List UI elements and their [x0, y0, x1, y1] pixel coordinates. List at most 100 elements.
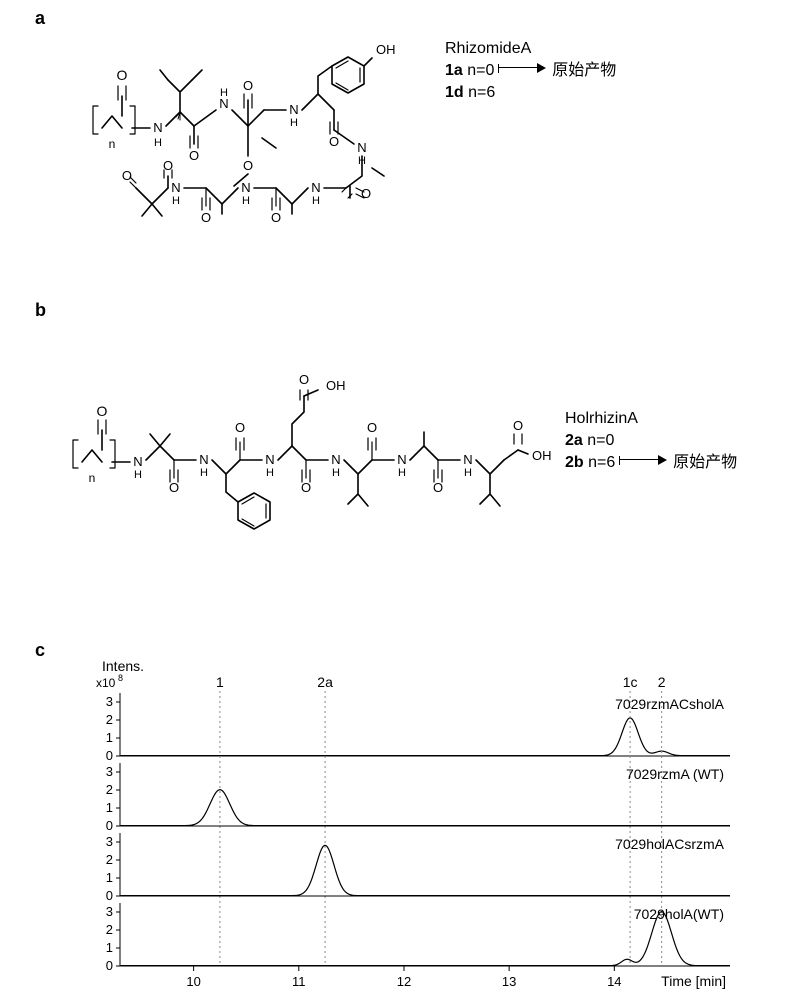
svg-text:11: 11	[292, 974, 306, 989]
svg-text:N: N	[331, 452, 340, 467]
svg-text:H: H	[312, 195, 320, 207]
svg-text:n: n	[109, 137, 116, 151]
svg-text:1: 1	[106, 870, 113, 885]
chromatogram-chart: Intens.x10812a1c201237029rzmACsholA01237…	[90, 658, 780, 996]
compound-a-variant-1d: 1d n=6	[445, 82, 495, 104]
svg-text:OH: OH	[376, 42, 396, 57]
svg-text:0: 0	[106, 958, 113, 973]
svg-text:12: 12	[397, 974, 411, 989]
svg-text:H: H	[172, 195, 180, 207]
svg-text:H: H	[200, 467, 208, 479]
native-product-b: 原始产物	[673, 454, 737, 471]
svg-text:8: 8	[118, 673, 123, 683]
compound-b-variant-2b: 2b n=6 原始产物	[565, 452, 737, 474]
variant-2a-n: n=0	[587, 432, 614, 449]
svg-text:Intens.: Intens.	[102, 658, 144, 674]
structure-b: n O N H O N H O	[30, 330, 560, 565]
compound-b-name: HolrhizinA	[565, 408, 638, 430]
svg-text:O: O	[243, 158, 253, 173]
svg-text:N: N	[171, 180, 180, 195]
svg-text:OH: OH	[326, 378, 346, 393]
svg-text:H: H	[154, 137, 162, 149]
svg-text:O: O	[301, 480, 311, 495]
svg-text:O: O	[117, 67, 128, 83]
svg-text:1: 1	[106, 940, 113, 955]
compound-a-variant-1a: 1a n=0 原始产物	[445, 60, 616, 82]
svg-text:1c: 1c	[623, 674, 638, 690]
variant-2b-n: n=6	[588, 454, 615, 471]
variant-1d-bold: 1d	[445, 84, 464, 101]
svg-text:O: O	[271, 210, 281, 225]
svg-text:13: 13	[502, 974, 516, 989]
svg-text:H: H	[332, 467, 340, 479]
svg-text:N: N	[289, 102, 298, 117]
svg-text:N: N	[133, 454, 142, 469]
compound-b-variant-2a: 2a n=0	[565, 430, 614, 452]
arrow-2b	[620, 452, 669, 474]
svg-text:O: O	[97, 403, 108, 419]
svg-text:2: 2	[106, 712, 113, 727]
svg-text:H: H	[398, 467, 406, 479]
svg-text:14: 14	[607, 974, 621, 989]
svg-text:H: H	[242, 195, 250, 207]
svg-text:N: N	[397, 452, 406, 467]
variant-2a-bold: 2a	[565, 432, 583, 449]
variant-1a-bold: 1a	[445, 62, 463, 79]
svg-text:1: 1	[106, 800, 113, 815]
svg-text:OH: OH	[532, 448, 552, 463]
svg-text:H: H	[266, 467, 274, 479]
variant-1d-n: n=6	[468, 84, 495, 101]
compound-a-name: RhizomideA	[445, 38, 531, 60]
svg-text:0: 0	[106, 818, 113, 833]
svg-text:O: O	[189, 148, 199, 163]
svg-text:O: O	[235, 420, 245, 435]
svg-text:H: H	[464, 467, 472, 479]
svg-text:H: H	[134, 469, 142, 481]
svg-text:2: 2	[106, 782, 113, 797]
svg-text:3: 3	[106, 904, 113, 919]
svg-text:H: H	[220, 87, 228, 99]
svg-text:O: O	[169, 480, 179, 495]
svg-text:N: N	[153, 120, 162, 135]
svg-text:x10: x10	[96, 676, 116, 690]
svg-text:N: N	[357, 140, 366, 155]
svg-text:0: 0	[106, 888, 113, 903]
svg-text:3: 3	[106, 694, 113, 709]
svg-text:1: 1	[216, 674, 224, 690]
svg-text:N: N	[311, 180, 320, 195]
svg-text:2: 2	[658, 674, 666, 690]
svg-text:n: n	[89, 471, 96, 485]
svg-text:O: O	[122, 168, 132, 183]
structure-a: n O N H O N H	[40, 18, 440, 263]
svg-text:N: N	[241, 180, 250, 195]
svg-text:1: 1	[106, 730, 113, 745]
svg-text:O: O	[367, 420, 377, 435]
svg-text:2: 2	[106, 922, 113, 937]
svg-text:2: 2	[106, 852, 113, 867]
svg-text:2a: 2a	[317, 674, 333, 690]
variant-2b-bold: 2b	[565, 454, 584, 471]
svg-text:N: N	[199, 452, 208, 467]
svg-text:Time [min]: Time [min]	[661, 973, 726, 989]
svg-text:O: O	[433, 480, 443, 495]
svg-text:N: N	[463, 452, 472, 467]
panel-b-label: b	[35, 300, 46, 321]
svg-text:O: O	[361, 186, 371, 201]
svg-text:7029holA(WT): 7029holA(WT)	[634, 906, 724, 922]
svg-text:0: 0	[106, 748, 113, 763]
svg-text:10: 10	[186, 974, 200, 989]
native-product-a: 原始产物	[552, 62, 616, 79]
svg-text:H: H	[290, 117, 298, 129]
svg-text:O: O	[243, 78, 253, 93]
svg-text:7029holACsrzmA: 7029holACsrzmA	[615, 836, 725, 852]
svg-text:O: O	[201, 210, 211, 225]
svg-text:O: O	[329, 134, 339, 149]
svg-text:O: O	[299, 372, 309, 387]
variant-1a-n: n=0	[467, 62, 494, 79]
svg-text:7029rzmA (WT): 7029rzmA (WT)	[626, 766, 724, 782]
svg-text:O: O	[513, 418, 523, 433]
svg-text:7029rzmACsholA: 7029rzmACsholA	[615, 696, 725, 712]
svg-text:3: 3	[106, 764, 113, 779]
svg-text:3: 3	[106, 834, 113, 849]
panel-c-label: c	[35, 640, 45, 661]
